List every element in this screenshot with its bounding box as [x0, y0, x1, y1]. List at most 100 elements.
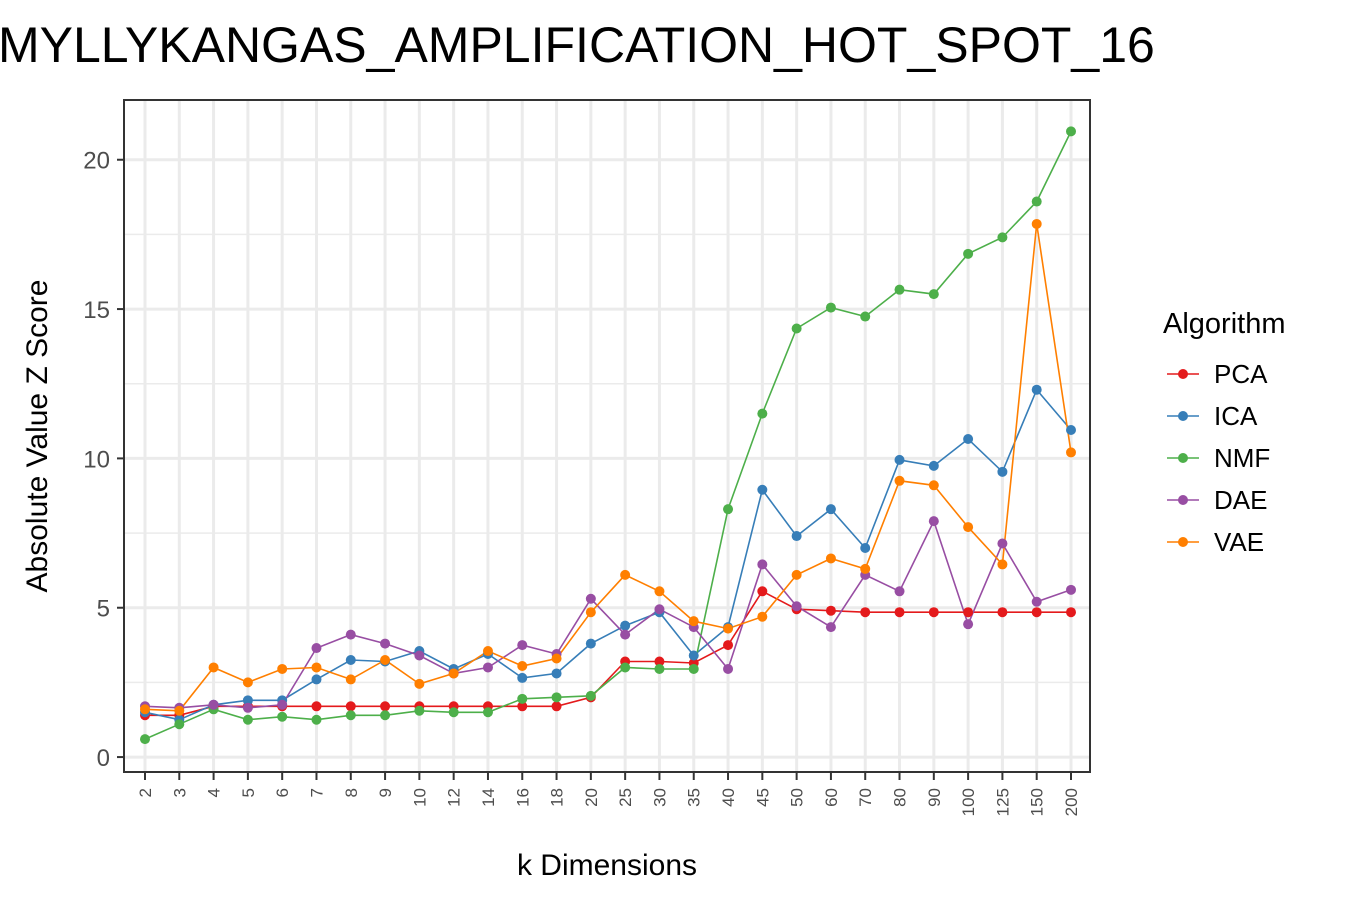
nmf-data-point	[620, 662, 631, 673]
dae-data-point	[482, 662, 493, 673]
vae-data-point	[620, 569, 631, 580]
legend-label-pca: PCA	[1214, 359, 1268, 389]
nmf-data-point	[482, 707, 493, 718]
vae-data-point	[174, 705, 185, 716]
grid	[124, 100, 1090, 772]
plot-border	[123, 99, 1091, 773]
dae-data-point	[757, 559, 768, 570]
chart-title: MYLLYKANGAS_AMPLIFICATION_HOT_SPOT_16	[0, 17, 1155, 73]
y-axis-label: Absolute Value Z Score	[21, 280, 54, 593]
nmf-data-point	[277, 711, 288, 722]
nmf-data-point	[654, 663, 665, 674]
x-tick-label: 100	[959, 788, 978, 816]
ica-data-point	[517, 672, 528, 683]
x-tick-label: 200	[1062, 788, 1081, 816]
x-tick-label: 90	[925, 788, 944, 807]
nmf-data-point	[688, 663, 699, 674]
pca-data-point	[963, 607, 974, 618]
nmf-data-point	[1031, 196, 1042, 207]
dae-data-point	[517, 640, 528, 651]
dae-data-point	[311, 643, 322, 654]
x-tick-label: 9	[376, 788, 395, 797]
vae-data-point	[860, 563, 871, 574]
x-tick-label: 14	[479, 788, 498, 807]
vae-data-point	[654, 586, 665, 597]
pca-data-point	[551, 701, 562, 712]
vae-series-line	[144, 223, 1072, 712]
vae-data-point	[1066, 447, 1076, 458]
nmf-data-point	[928, 289, 939, 300]
legend-label-vae: VAE	[1214, 527, 1264, 557]
vae-data-point	[1031, 218, 1042, 229]
x-tick-label: 3	[170, 788, 189, 797]
dae-data-point	[380, 638, 391, 649]
nmf-data-point	[963, 248, 974, 259]
nmf-data-point	[551, 692, 562, 703]
x-tick-label: 50	[788, 788, 807, 807]
pca-data-point	[380, 701, 391, 712]
nmf-data-point	[585, 690, 596, 701]
nmf-data-point	[380, 710, 391, 721]
vae-data-point	[311, 662, 322, 673]
dae-data-point	[654, 604, 665, 615]
dae-data-point	[414, 650, 425, 661]
vae-data-point	[551, 653, 562, 664]
dae-data-point	[894, 586, 905, 597]
nmf-data-point	[517, 693, 528, 704]
nmf-data-point	[894, 284, 905, 295]
ica-data-point	[551, 668, 562, 679]
x-tick-label: 40	[719, 788, 738, 807]
vae-data-point	[688, 616, 699, 627]
series-layer	[140, 126, 1076, 745]
x-tick-label: 5	[239, 788, 258, 797]
ica-data-point	[791, 531, 802, 542]
legend-key-point-pca	[1178, 369, 1188, 379]
ica-data-point	[1031, 384, 1042, 395]
pca-data-point	[517, 701, 528, 712]
legend-label-ica: ICA	[1214, 401, 1258, 431]
ica-series-line	[144, 388, 1072, 721]
ica-data-point	[860, 543, 871, 553]
vae-data-point	[140, 704, 150, 715]
dae-series-line	[144, 518, 1072, 709]
ica-data-point	[688, 650, 699, 661]
vae-data-point	[585, 607, 596, 618]
dae-data-point	[791, 601, 802, 612]
vae-data-point	[723, 623, 734, 634]
vae-data-point	[448, 668, 459, 679]
vae-data-point	[791, 569, 802, 580]
pca-data-point	[928, 607, 939, 618]
vae-data-point	[825, 553, 836, 564]
pca-data-point	[860, 607, 871, 618]
legend-key-point-dae	[1178, 495, 1188, 505]
dae-data-point	[277, 699, 288, 710]
x-tick-label: 2	[136, 788, 155, 797]
ica-data-point	[997, 466, 1008, 477]
dae-data-point	[242, 702, 253, 713]
pca-data-point	[723, 640, 734, 651]
y-tick-label: 15	[83, 297, 110, 324]
x-tick-label: 7	[307, 788, 326, 797]
vae-data-point	[242, 677, 253, 688]
dae-data-point	[997, 538, 1008, 549]
y-tick-label: 20	[83, 148, 110, 175]
nmf-data-point	[860, 311, 871, 322]
pca-data-point	[1066, 607, 1076, 618]
y-tick-label: 5	[97, 596, 110, 623]
dae-data-point	[1031, 596, 1042, 607]
vae-data-point	[997, 559, 1008, 570]
ica-data-point	[825, 504, 836, 515]
x-tick-label: 150	[1028, 788, 1047, 816]
x-tick-label: 16	[513, 788, 532, 807]
x-tick-label: 70	[856, 788, 875, 807]
legend-key-point-ica	[1178, 411, 1188, 421]
vae-data-point	[208, 662, 219, 673]
nmf-data-point	[140, 734, 150, 745]
pca-data-point	[654, 656, 665, 667]
x-tick-label: 10	[410, 788, 429, 807]
nmf-data-point	[311, 714, 322, 725]
ica-data-point	[242, 695, 253, 706]
y-tick-label: 10	[83, 446, 110, 473]
